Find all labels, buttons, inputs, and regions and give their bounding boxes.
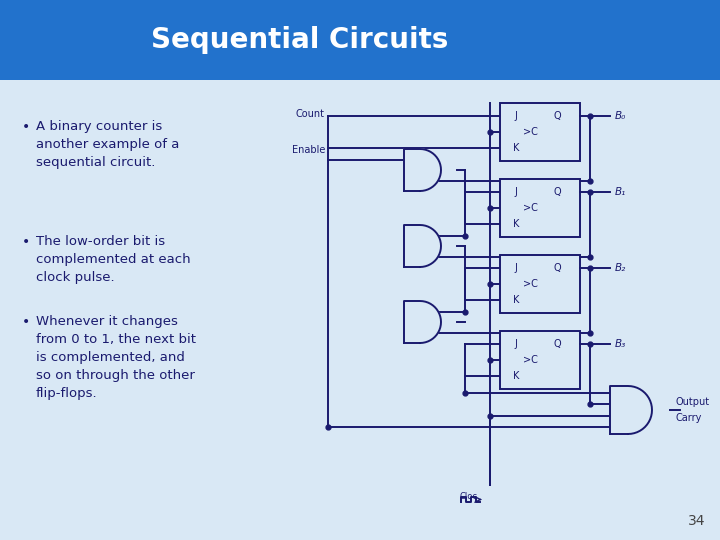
Text: Whenever it changes
from 0 to 1, the next bit
is complemented, and
so on through: Whenever it changes from 0 to 1, the nex… [36,315,196,400]
Text: Q: Q [554,339,562,349]
Text: J: J [515,111,518,121]
FancyBboxPatch shape [500,255,580,313]
Text: B₂: B₂ [615,263,626,273]
Polygon shape [404,301,441,343]
Text: 34: 34 [688,514,705,528]
Text: Sequential Circuits: Sequential Circuits [151,26,449,54]
Text: K: K [513,295,519,305]
Text: K: K [513,143,519,153]
Text: •: • [22,235,30,249]
Text: >C: >C [523,203,538,213]
FancyBboxPatch shape [500,331,580,389]
Text: Output: Output [675,397,709,407]
Text: The low-order bit is
complemented at each
clock pulse.: The low-order bit is complemented at eac… [36,235,191,284]
Text: J: J [515,187,518,197]
Text: J: J [515,339,518,349]
FancyBboxPatch shape [0,80,720,540]
Text: >C: >C [523,279,538,289]
Text: J: J [515,263,518,273]
Text: B₃: B₃ [615,339,626,349]
Text: •: • [22,315,30,329]
Text: Carry: Carry [675,413,701,423]
Text: Cloc: Cloc [460,492,478,501]
Text: Q: Q [554,111,562,121]
Text: >C: >C [523,127,538,137]
Text: •: • [22,120,30,134]
Text: B₁: B₁ [615,187,626,197]
Text: Count: Count [296,109,325,119]
Text: Enable: Enable [292,145,325,155]
Polygon shape [404,225,441,267]
FancyBboxPatch shape [0,0,720,80]
Text: Q: Q [554,263,562,273]
Text: A binary counter is
another example of a
sequential circuit.: A binary counter is another example of a… [36,120,179,169]
Text: K: K [513,219,519,230]
Text: B₀: B₀ [615,111,626,121]
Text: >C: >C [523,355,538,365]
FancyBboxPatch shape [500,179,580,237]
FancyBboxPatch shape [500,103,580,161]
Text: Q: Q [554,187,562,197]
Polygon shape [610,386,652,434]
Polygon shape [404,149,441,191]
Text: K: K [513,371,519,381]
